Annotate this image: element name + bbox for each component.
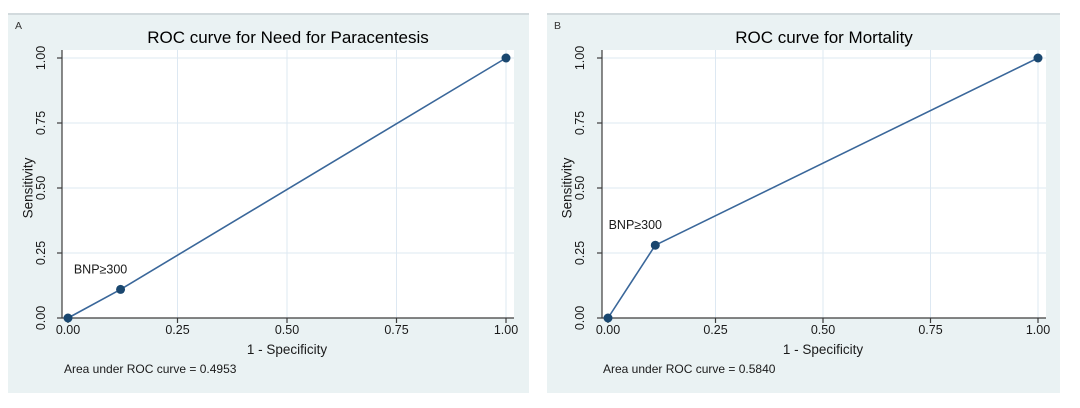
x-tick-label: 0.00 [56, 323, 80, 337]
auc-note: Area under ROC curve = 0.4953 [64, 362, 237, 376]
data-point [501, 53, 511, 63]
point-label: BNP≥300 [609, 218, 662, 232]
panel-roc-paracentesis: 0.00 0.25 0.50 0.75 1.00 0.00 0.25 0.50 0.75 1.00… [8, 13, 529, 393]
x-tick-label: 0.25 [165, 323, 189, 337]
x-tick-label: 0.25 [703, 323, 727, 337]
y-tick-label: 1.00 [34, 46, 48, 70]
chart-title: ROC curve for Mortality [735, 28, 913, 47]
plot-area [62, 50, 514, 318]
auc-note: Area under ROC curve = 0.5840 [603, 362, 776, 376]
roc-chart-mortality: 0.00 0.25 0.50 0.75 1.00 0.00 0.25 0.50 0.75 1.00… [554, 20, 1050, 376]
x-axis-title: 1 - Specificity [783, 342, 864, 357]
y-tick-label: 0.50 [34, 176, 48, 200]
y-tick-label: 0.25 [34, 241, 48, 265]
y-tick-label: 0.00 [34, 306, 48, 330]
y-tick-label: 0.50 [573, 176, 587, 200]
x-tick-label: 0.00 [596, 323, 620, 337]
y-tick-label: 1.00 [573, 46, 587, 70]
x-tick-label: 1.00 [494, 323, 518, 337]
x-tick-label: 0.50 [811, 323, 835, 337]
roc-chart-paracentesis: 0.00 0.25 0.50 0.75 1.00 0.00 0.25 0.50 0.75 1.00… [15, 20, 518, 376]
x-tick-label: 1.00 [1026, 323, 1050, 337]
data-point [650, 240, 660, 250]
y-axis-title: Sensitivity [560, 157, 575, 218]
x-tick-label: 0.75 [918, 323, 942, 337]
panel-label: A [15, 20, 22, 32]
y-tick-label: 0.00 [573, 306, 587, 330]
y-tick-label: 0.25 [573, 241, 587, 265]
x-axis-title: 1 - Specificity [247, 342, 328, 357]
data-point [603, 313, 613, 323]
data-point [1033, 53, 1043, 63]
point-label: BNP≥300 [74, 262, 127, 276]
x-tick-label: 0.75 [384, 323, 408, 337]
panel-label: B [554, 20, 561, 32]
x-tick-label: 0.50 [275, 323, 299, 337]
data-point [116, 284, 126, 294]
data-point [63, 313, 73, 323]
y-tick-label: 0.75 [573, 111, 587, 135]
y-axis-title: Sensitivity [21, 157, 36, 218]
plot-area [602, 50, 1046, 318]
y-tick-label: 0.75 [34, 111, 48, 135]
chart-title: ROC curve for Need for Paracentesis [147, 28, 429, 47]
panel-roc-mortality: 0.00 0.25 0.50 0.75 1.00 0.00 0.25 0.50 0.75 1.00… [547, 13, 1060, 393]
